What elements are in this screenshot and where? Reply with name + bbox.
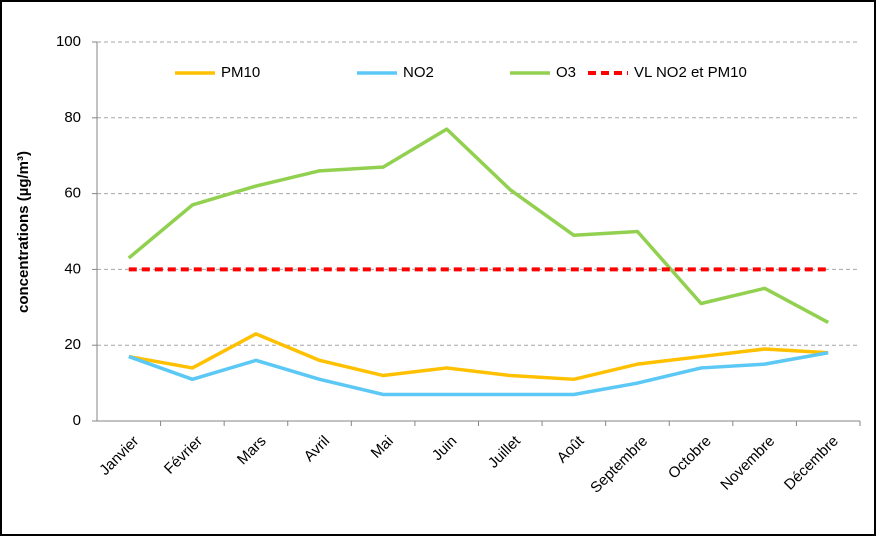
y-tick-label: 100 bbox=[56, 33, 81, 50]
series-line bbox=[128, 351, 829, 397]
series-line bbox=[127, 127, 830, 325]
y-tick-label: 60 bbox=[64, 185, 81, 202]
legend-label: PM10 bbox=[221, 64, 260, 81]
legend-label: NO2 bbox=[403, 64, 434, 81]
y-tick-label: 80 bbox=[64, 109, 81, 126]
y-tick-label: 20 bbox=[64, 336, 81, 353]
y-tick-label: 0 bbox=[73, 412, 81, 429]
legend-label: O3 bbox=[556, 64, 576, 81]
legend-label: VL NO2 et PM10 bbox=[634, 64, 747, 81]
y-tick-label: 40 bbox=[64, 260, 81, 277]
series-line bbox=[128, 332, 829, 382]
y-axis-label: concentrations (µg/m³) bbox=[15, 151, 32, 313]
